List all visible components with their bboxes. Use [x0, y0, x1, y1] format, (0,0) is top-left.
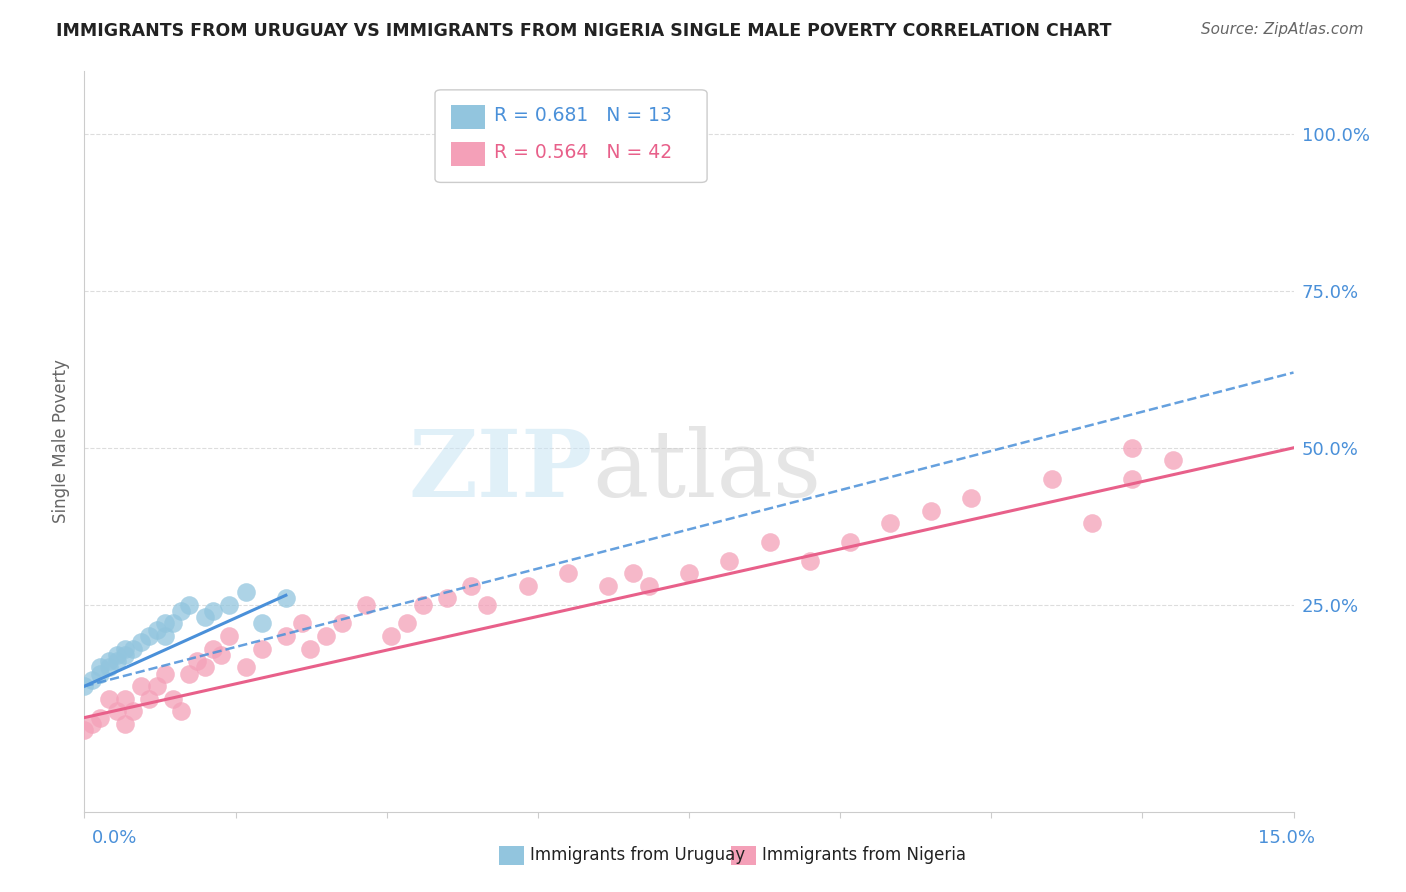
Point	[1121, 472, 1143, 486]
Text: Immigrants from Nigeria: Immigrants from Nigeria	[762, 847, 966, 864]
Point	[250, 616, 273, 631]
FancyBboxPatch shape	[451, 143, 485, 166]
Point	[960, 491, 983, 505]
Point	[114, 691, 136, 706]
Point	[315, 629, 337, 643]
Point	[380, 629, 402, 643]
Point	[153, 616, 176, 631]
Point	[477, 598, 499, 612]
Point	[121, 641, 143, 656]
Point	[1161, 453, 1184, 467]
Point	[637, 579, 659, 593]
Point	[202, 604, 225, 618]
Point	[179, 666, 201, 681]
Text: R = 0.681   N = 13: R = 0.681 N = 13	[495, 106, 672, 125]
Point	[129, 635, 152, 649]
Point	[274, 591, 297, 606]
Point	[170, 704, 193, 718]
Point	[162, 691, 184, 706]
Point	[114, 641, 136, 656]
Point	[114, 648, 136, 662]
Point	[162, 616, 184, 631]
Point	[356, 598, 378, 612]
Point	[82, 717, 104, 731]
Point	[598, 579, 620, 593]
Point	[89, 666, 111, 681]
Point	[138, 691, 160, 706]
Text: ZIP: ZIP	[408, 426, 592, 516]
Point	[105, 654, 128, 668]
Point	[460, 579, 482, 593]
Point	[194, 610, 217, 624]
Point	[330, 616, 353, 631]
Point	[153, 629, 176, 643]
Point	[209, 648, 232, 662]
Point	[153, 666, 176, 681]
Point	[516, 579, 538, 593]
Point	[202, 641, 225, 656]
Point	[89, 660, 111, 674]
Point	[97, 654, 120, 668]
Point	[194, 660, 217, 674]
Text: atlas: atlas	[592, 426, 821, 516]
Text: IMMIGRANTS FROM URUGUAY VS IMMIGRANTS FROM NIGERIA SINGLE MALE POVERTY CORRELATI: IMMIGRANTS FROM URUGUAY VS IMMIGRANTS FR…	[56, 22, 1112, 40]
Point	[146, 623, 169, 637]
FancyBboxPatch shape	[434, 90, 707, 183]
Point	[412, 598, 434, 612]
Point	[235, 660, 257, 674]
Point	[678, 127, 700, 141]
Point	[291, 616, 314, 631]
FancyBboxPatch shape	[451, 105, 485, 129]
Point	[1040, 472, 1063, 486]
Point	[250, 641, 273, 656]
Point	[218, 629, 240, 643]
Point	[218, 598, 240, 612]
Point	[920, 503, 942, 517]
Point	[557, 566, 579, 581]
Point	[105, 704, 128, 718]
Point	[170, 604, 193, 618]
Point	[1121, 441, 1143, 455]
Point	[89, 710, 111, 724]
Point	[436, 591, 458, 606]
Point	[97, 660, 120, 674]
Point	[146, 679, 169, 693]
Point	[678, 566, 700, 581]
Point	[121, 704, 143, 718]
Point	[82, 673, 104, 687]
Point	[138, 629, 160, 643]
Point	[105, 648, 128, 662]
Point	[129, 679, 152, 693]
Point	[186, 654, 208, 668]
Point	[718, 554, 741, 568]
Point	[879, 516, 901, 530]
Point	[799, 554, 821, 568]
Text: Source: ZipAtlas.com: Source: ZipAtlas.com	[1201, 22, 1364, 37]
Point	[299, 641, 322, 656]
Point	[839, 535, 862, 549]
Point	[235, 585, 257, 599]
Point	[114, 717, 136, 731]
Point	[73, 723, 96, 738]
Point	[1081, 516, 1104, 530]
Point	[179, 598, 201, 612]
Text: R = 0.564   N = 42: R = 0.564 N = 42	[495, 144, 672, 162]
Point	[758, 535, 780, 549]
Y-axis label: Single Male Poverty: Single Male Poverty	[52, 359, 70, 524]
Text: 0.0%: 0.0%	[91, 829, 136, 847]
Text: Immigrants from Uruguay: Immigrants from Uruguay	[530, 847, 745, 864]
Point	[621, 566, 644, 581]
Point	[395, 616, 418, 631]
Point	[73, 679, 96, 693]
Text: 15.0%: 15.0%	[1257, 829, 1315, 847]
Point	[97, 691, 120, 706]
Point	[274, 629, 297, 643]
